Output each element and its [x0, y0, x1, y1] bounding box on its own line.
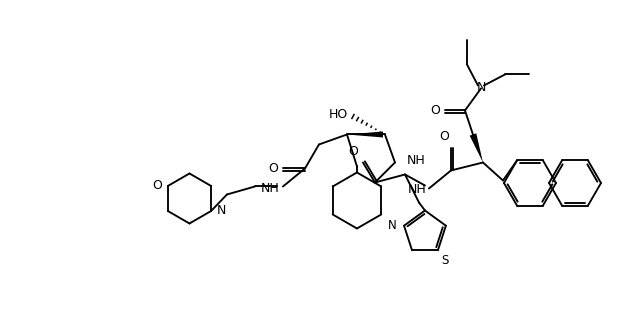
- Text: HO: HO: [329, 108, 348, 121]
- Text: NH: NH: [261, 182, 280, 195]
- Text: O: O: [152, 180, 162, 192]
- Text: O: O: [268, 162, 278, 175]
- Text: NH: NH: [408, 183, 427, 196]
- Polygon shape: [347, 131, 383, 137]
- Text: N: N: [476, 81, 486, 94]
- Text: N: N: [217, 204, 227, 218]
- Text: O: O: [439, 130, 449, 144]
- Text: O: O: [348, 145, 358, 159]
- Text: N: N: [388, 219, 397, 232]
- Text: S: S: [441, 254, 448, 267]
- Polygon shape: [469, 133, 483, 162]
- Text: O: O: [430, 104, 440, 117]
- Text: NH: NH: [407, 154, 426, 167]
